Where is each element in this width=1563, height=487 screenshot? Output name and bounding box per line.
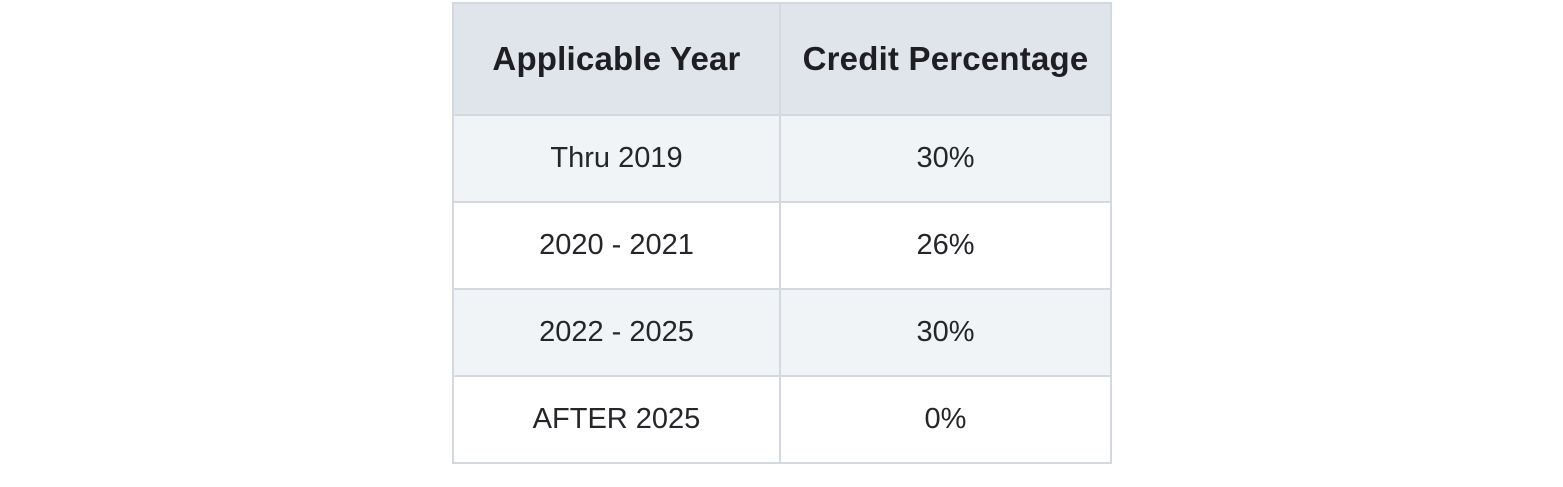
header-credit-percentage: Credit Percentage	[779, 2, 1112, 116]
cell-credit-percentage: 30%	[779, 288, 1112, 377]
cell-credit-percentage: 26%	[779, 201, 1112, 290]
header-applicable-year: Applicable Year	[452, 2, 781, 116]
cell-applicable-year: 2022 - 2025	[452, 288, 781, 377]
cell-credit-percentage: 0%	[779, 375, 1112, 464]
table-row: 2022 - 2025 30%	[452, 288, 1112, 377]
table-row: 2020 - 2021 26%	[452, 201, 1112, 290]
credit-percentage-table: Applicable Year Credit Percentage Thru 2…	[452, 2, 1112, 464]
cell-credit-percentage: 30%	[779, 114, 1112, 203]
table-row: AFTER 2025 0%	[452, 375, 1112, 464]
table-body: Thru 2019 30% 2020 - 2021 26% 2022 - 202…	[452, 114, 1112, 464]
table-header: Applicable Year Credit Percentage	[452, 2, 1112, 116]
cell-applicable-year: AFTER 2025	[452, 375, 781, 464]
cell-applicable-year: Thru 2019	[452, 114, 781, 203]
cell-applicable-year: 2020 - 2021	[452, 201, 781, 290]
header-row: Applicable Year Credit Percentage	[452, 2, 1112, 116]
table-row: Thru 2019 30%	[452, 114, 1112, 203]
